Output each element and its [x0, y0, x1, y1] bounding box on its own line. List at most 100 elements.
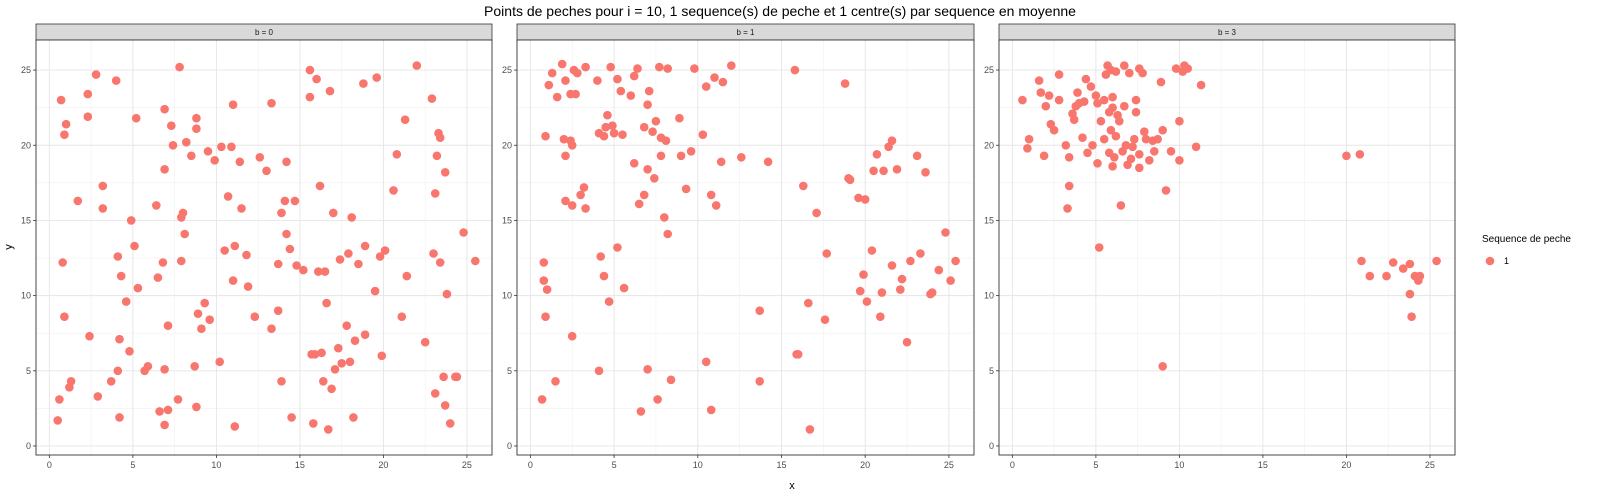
data-point [152, 201, 161, 210]
data-point [163, 405, 173, 415]
data-point [290, 196, 300, 206]
data-point [126, 216, 136, 225]
plot-area [999, 40, 1455, 455]
data-point [629, 71, 639, 81]
data-point [701, 357, 711, 367]
data-point [317, 348, 326, 358]
data-point [429, 249, 438, 258]
data-point [573, 68, 582, 78]
panel-1: b = 1 0 5 10 15 20 25 0 5 10 15 20 25 [502, 23, 975, 470]
data-point [1099, 134, 1109, 144]
data-point [561, 196, 570, 206]
data-point [430, 189, 440, 198]
y-tick-label: 0 [507, 441, 512, 451]
data-point [354, 259, 363, 269]
data-point [160, 420, 169, 430]
data-point [845, 175, 855, 185]
data-point [192, 402, 201, 412]
data-point [1196, 80, 1206, 90]
plot-area [517, 40, 974, 455]
y-axis-title: y [3, 244, 15, 250]
data-point [427, 94, 437, 103]
data-point [941, 228, 950, 237]
data-point [380, 246, 390, 255]
data-point [927, 288, 937, 297]
facet-strip-label: b = 3 [1218, 28, 1237, 37]
data-point [552, 92, 562, 102]
data-point [55, 395, 64, 404]
data-point [663, 64, 672, 73]
data-point [1120, 61, 1129, 70]
data-point [1018, 95, 1027, 105]
data-point [389, 186, 398, 195]
data-point [656, 151, 666, 161]
y-tick-label: 10 [21, 291, 31, 301]
data-point [887, 261, 897, 270]
data-point [125, 347, 134, 356]
data-point [116, 271, 126, 281]
data-point [334, 343, 343, 353]
data-point [541, 131, 550, 141]
data-point [153, 273, 163, 282]
data-point [255, 153, 265, 162]
x-tick-label: 10 [211, 460, 221, 470]
data-point [243, 282, 253, 291]
data-point [1175, 156, 1184, 165]
data-point [237, 204, 246, 213]
data-point [228, 276, 238, 285]
data-point [634, 199, 644, 209]
data-point [1108, 162, 1117, 171]
data-point [280, 196, 290, 206]
data-point [305, 92, 315, 102]
data-point [155, 407, 164, 416]
data-point [1131, 107, 1141, 117]
data-point [1158, 362, 1167, 371]
data-point [292, 261, 301, 270]
data-point [56, 95, 66, 105]
data-point [420, 337, 430, 347]
data-point [1158, 125, 1167, 135]
data-point [1140, 127, 1149, 136]
data-point [1078, 133, 1087, 142]
data-point [581, 204, 590, 213]
data-point [1116, 201, 1126, 210]
data-point [639, 190, 649, 200]
data-point [250, 312, 260, 322]
data-point [315, 181, 325, 191]
data-point [180, 229, 189, 239]
data-point [1108, 92, 1117, 102]
data-point [1111, 67, 1121, 76]
data-point [215, 357, 224, 367]
y-tick-label: 0 [989, 441, 994, 451]
data-point [906, 256, 915, 266]
data-point [1024, 134, 1034, 144]
data-point [435, 133, 445, 142]
data-point [83, 89, 93, 99]
data-point [1106, 125, 1116, 135]
facet-strip-label: b = 1 [736, 28, 755, 37]
data-point [235, 157, 245, 167]
data-point [178, 208, 188, 218]
data-point [946, 276, 955, 285]
data-point [66, 377, 76, 386]
data-point [934, 265, 944, 275]
facet-strip-label: b = 0 [255, 28, 274, 37]
data-point [459, 228, 468, 237]
data-point [1049, 125, 1059, 135]
data-point [544, 80, 554, 90]
data-point [820, 315, 830, 325]
data-point [106, 377, 116, 386]
data-point [644, 86, 654, 96]
data-point [282, 229, 291, 239]
data-point [633, 64, 642, 73]
data-point [1131, 95, 1141, 105]
data-point [1150, 147, 1159, 156]
data-point [675, 113, 684, 123]
data-point [1091, 91, 1101, 100]
data-point [1130, 134, 1139, 144]
data-point [576, 190, 585, 200]
data-point [877, 288, 887, 297]
panel-2: b = 3 0 5 10 15 20 25 0 5 10 15 20 25 [984, 23, 1456, 470]
data-point [1357, 256, 1366, 266]
data-point [197, 324, 206, 334]
